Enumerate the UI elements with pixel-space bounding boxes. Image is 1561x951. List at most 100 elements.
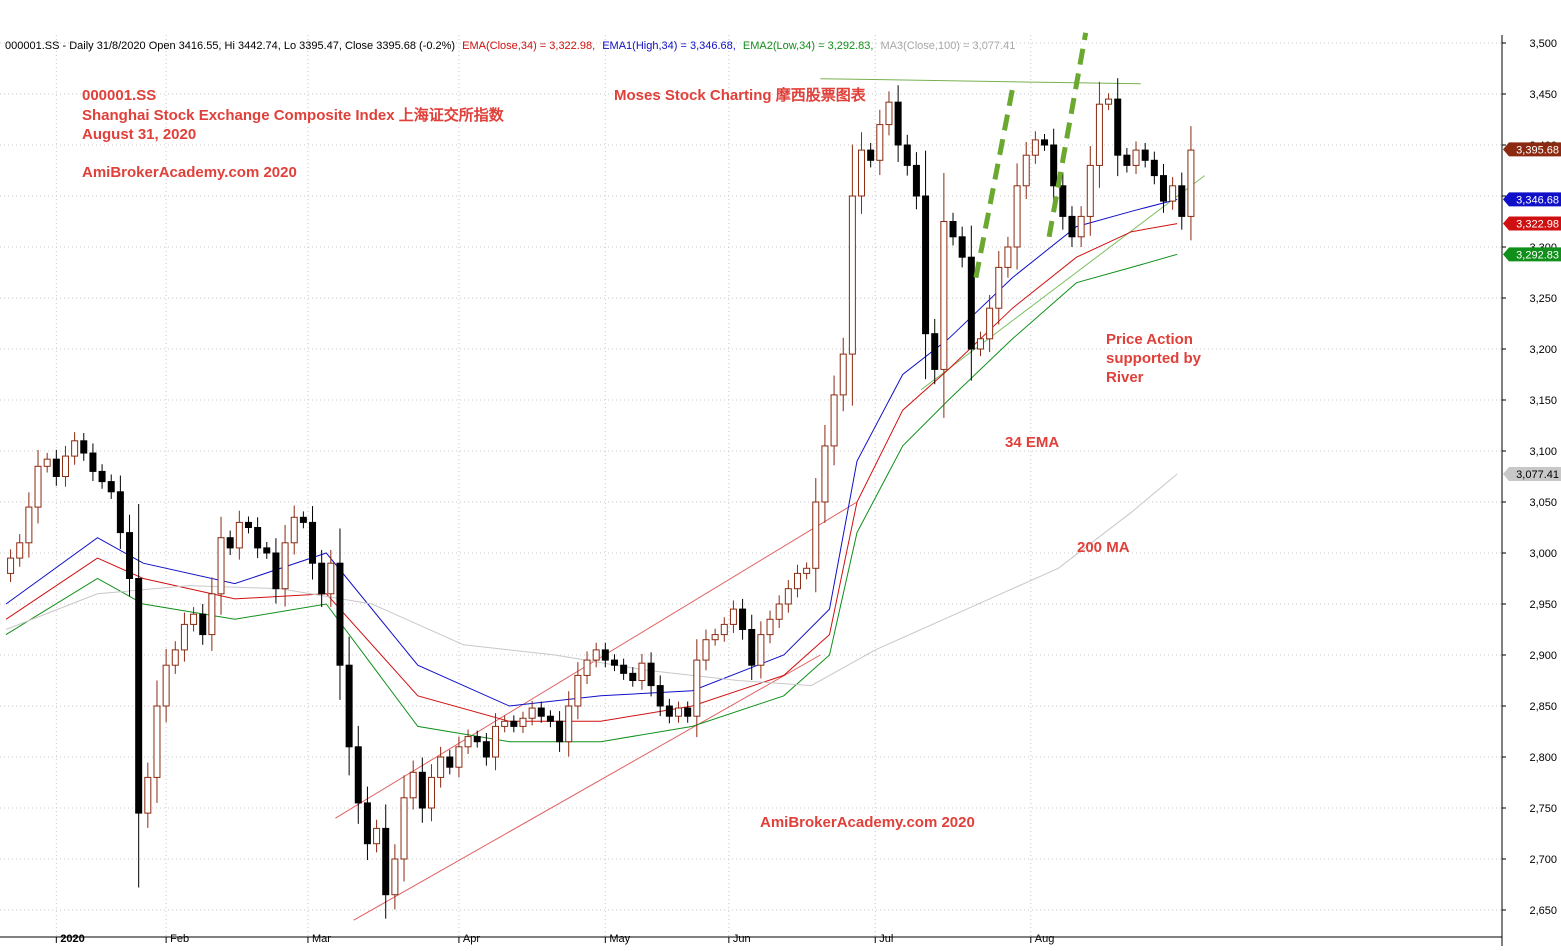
candle-body — [976, 338, 984, 350]
annotation-site: AmiBrokerAcademy.com 2020 — [82, 164, 297, 181]
annotation-date: August 31, 2020 — [82, 126, 196, 143]
x-tick-label: Apr — [463, 933, 480, 945]
y-tick-label: 3,450 — [1529, 89, 1557, 101]
x-tick-label: 2020 — [60, 933, 84, 945]
price-tag-box — [1503, 247, 1561, 262]
candle-body — [858, 149, 866, 197]
candle-body — [940, 221, 948, 370]
y-tick-label: 2,850 — [1529, 701, 1557, 713]
candle-body — [1159, 175, 1167, 202]
candle-body — [565, 705, 573, 743]
dashed-line — [1046, 32, 1089, 238]
candle-body — [34, 465, 42, 508]
header-ema-high: EMA1(High,34) = 3,346.68, — [602, 40, 736, 52]
candle-body — [263, 547, 271, 554]
price-tag-box — [1503, 467, 1561, 482]
trendline — [820, 78, 1141, 85]
series-line — [5, 223, 1178, 722]
header-ema-low: EMA2(Low,34) = 3,292.83, — [743, 40, 874, 52]
y-tick-label: 3,500 — [1529, 38, 1557, 50]
candle-body — [190, 613, 198, 625]
candle-body — [107, 481, 115, 493]
candle-body — [958, 236, 966, 258]
candle-body — [345, 664, 353, 748]
candle-body — [135, 578, 143, 814]
candle-body — [949, 221, 957, 238]
candle-body — [629, 672, 637, 681]
candle-body — [1013, 185, 1021, 248]
candle-body — [437, 756, 445, 778]
candle-body — [427, 776, 435, 809]
candle-body — [1077, 215, 1085, 238]
candle-body — [1031, 139, 1039, 156]
candle-body — [711, 634, 719, 641]
price-tag-label: 3,346.68 — [1516, 194, 1559, 206]
x-axis: 2020 Feb Mar Apr May Jun Jul Aug — [55, 933, 1054, 945]
dashed-line — [973, 88, 1015, 279]
candle-body — [867, 149, 875, 161]
candle-body — [400, 797, 408, 860]
candle-body — [43, 458, 51, 467]
candle-body — [272, 552, 280, 590]
candle-body — [574, 674, 582, 707]
candle-body — [1123, 154, 1131, 166]
candle-body — [830, 394, 838, 447]
annotation-price-action-1: Price Action — [1106, 331, 1193, 348]
price-tag-box — [1503, 192, 1561, 207]
trendline — [920, 175, 1205, 391]
candle-body — [656, 685, 664, 707]
candle-body — [144, 776, 152, 814]
x-tick-label: May — [609, 933, 630, 945]
candle-body — [729, 608, 737, 625]
candle-body — [885, 101, 893, 126]
annotation-index-name: Shanghai Stock Exchange Composite Index … — [82, 106, 505, 124]
candle-body — [80, 440, 88, 454]
candle-body — [546, 715, 554, 722]
candles — [7, 78, 1195, 919]
candle-body — [638, 662, 646, 681]
candle-body — [839, 353, 847, 396]
candle-body — [986, 307, 994, 340]
trendline — [353, 654, 821, 921]
x-tick-label: Jun — [733, 933, 751, 945]
y-tick-label: 2,650 — [1529, 905, 1557, 917]
candle-body — [793, 572, 801, 590]
candle-body — [748, 629, 756, 666]
candle-body — [620, 664, 628, 674]
candle-body — [894, 101, 902, 146]
candle-body — [1187, 149, 1195, 217]
candle-body — [739, 608, 747, 630]
annotation-price-action-3: River — [1106, 369, 1144, 386]
candle-body — [583, 659, 591, 676]
candle-body — [446, 756, 454, 768]
candle-body — [1114, 98, 1122, 156]
y-tick-label: 2,900 — [1529, 650, 1557, 662]
candle-body — [1169, 185, 1177, 202]
candle-body — [299, 516, 307, 523]
y-tick-label: 3,150 — [1529, 395, 1557, 407]
candle-body — [25, 506, 33, 544]
y-tick-label: 3,050 — [1529, 497, 1557, 509]
header-ma-close: MA3(Close,100) = 3,077.41 — [881, 40, 1016, 52]
candle-body — [528, 707, 536, 719]
candle-body — [226, 537, 234, 549]
candle-body — [775, 603, 783, 620]
candle-body — [482, 741, 490, 758]
candle-body — [290, 516, 298, 544]
header-symbol-info: 000001.SS - Daily 31/8/2020 Open 3416.55… — [5, 40, 455, 52]
candle-body — [1059, 185, 1067, 217]
candle-body — [254, 527, 262, 549]
y-tick-label: 2,750 — [1529, 803, 1557, 815]
candle-body — [1004, 246, 1012, 268]
candle-body — [967, 256, 975, 350]
candle-body — [1022, 154, 1030, 187]
candle-body — [592, 649, 600, 661]
candle-body — [610, 659, 618, 666]
price-tag-label: 3,395.68 — [1516, 144, 1559, 156]
candle-body — [162, 664, 170, 707]
candle-body — [52, 458, 60, 478]
x-tick-label: Mar — [312, 933, 331, 945]
candle-body — [876, 124, 884, 161]
